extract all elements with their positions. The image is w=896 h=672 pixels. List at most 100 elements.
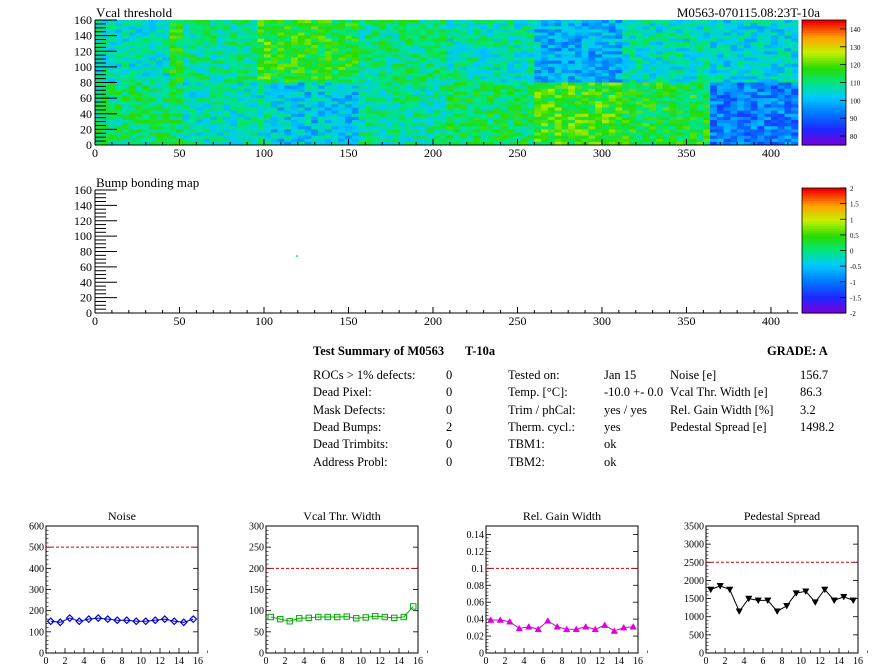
plot0-x-tick-label: 2: [63, 656, 68, 667]
map1-cell: [696, 129, 704, 133]
map1-cell: [608, 48, 616, 52]
map1-cell: [311, 66, 319, 71]
map1-cell: [311, 116, 319, 121]
map1-cell: [703, 88, 711, 93]
map1-cell: [466, 23, 474, 27]
map1-cell: [608, 110, 616, 115]
map1-cell: [405, 120, 414, 124]
map1-cell: [318, 29, 326, 33]
map1-cell: [514, 107, 522, 112]
map1-cell: [338, 20, 346, 24]
map1-cell: [236, 79, 245, 83]
map1-cell: [169, 57, 177, 62]
map1-cell: [439, 141, 447, 146]
map1-cell: [514, 66, 522, 71]
map1-cell: [358, 126, 366, 130]
map1-cell: [676, 113, 684, 118]
map1-cell: [487, 95, 495, 99]
map1-cell: [500, 66, 508, 71]
map1-y-tick-label: 100: [74, 60, 92, 74]
map1-cell: [304, 48, 312, 52]
map1-cell: [669, 82, 677, 87]
map1-cell: [128, 110, 136, 115]
map2-x-tick-label: 400: [762, 314, 780, 328]
map1-cell: [358, 104, 366, 108]
map1-cell: [581, 126, 589, 130]
map1-cell: [439, 60, 447, 65]
map1-cell: [304, 85, 312, 90]
map1-cell: [338, 95, 346, 99]
map1-cell: [520, 45, 529, 49]
map1-cell: [412, 73, 420, 77]
map1-cell: [656, 116, 664, 121]
map1-cell: [196, 60, 204, 65]
map1-cell: [318, 41, 326, 46]
map1-cell: [473, 20, 481, 24]
map1-cell: [541, 91, 549, 96]
map1-cell: [439, 79, 447, 83]
map1-cell: [710, 110, 718, 115]
map1-cell: [399, 101, 407, 105]
map1-cell: [743, 107, 752, 112]
map1-cell: [520, 70, 529, 74]
map1-cell: [142, 29, 150, 33]
map1-cell: [615, 51, 623, 55]
map1-cell: [500, 48, 508, 52]
map1-cell: [669, 54, 677, 58]
map1-cell: [750, 38, 758, 43]
map1-cell: [419, 29, 427, 33]
map1-cell: [683, 32, 691, 37]
map1-cell: [595, 95, 603, 99]
map1-cell: [209, 116, 218, 121]
map1-cell: [142, 38, 150, 43]
map1-cell: [203, 70, 211, 74]
map1-cell: [554, 129, 562, 133]
map1-cell: [466, 20, 474, 24]
map1-cell: [432, 26, 441, 30]
map1-cell: [689, 79, 698, 83]
map1-cell: [419, 23, 427, 27]
map1-cell: [169, 23, 177, 27]
map1-cell: [656, 110, 664, 115]
map1-cell: [122, 82, 130, 87]
map1-cell: [784, 104, 792, 108]
map1-cell: [574, 129, 583, 133]
map1-cell: [318, 35, 326, 40]
map1-cell: [757, 41, 765, 46]
map1-cell: [108, 29, 116, 33]
map1-cell: [176, 66, 184, 71]
map1-cell: [453, 113, 461, 118]
map1-cell: [189, 57, 197, 62]
map1-cell: [777, 101, 785, 105]
map1-cell: [493, 79, 501, 83]
map1-cell: [487, 138, 495, 143]
map1-cell: [318, 132, 326, 137]
map1-cell: [250, 70, 258, 74]
map1-cell: [230, 63, 238, 68]
map1-cell: [209, 95, 218, 99]
map1-cell: [95, 123, 103, 127]
map1-cell: [236, 91, 245, 96]
map1-cell: [662, 79, 670, 83]
map1-cell: [223, 29, 231, 33]
map1-cell: [291, 88, 299, 93]
map1-cell: [649, 123, 657, 127]
map1-cell: [216, 91, 224, 96]
map1-cell: [750, 60, 758, 65]
map1-cell: [743, 120, 752, 124]
map1-cell: [635, 41, 643, 46]
map1-cell: [318, 23, 326, 27]
map1-cell: [351, 135, 360, 140]
map1-cell: [345, 32, 353, 37]
map1-cell: [662, 113, 670, 118]
map1-cell: [149, 116, 157, 121]
map1-cell: [182, 138, 191, 143]
map1-cell: [257, 41, 265, 46]
map2-colorbar-band: [802, 275, 846, 279]
map1-cell: [750, 51, 758, 55]
map1-cell: [270, 91, 278, 96]
map1-cell: [466, 57, 474, 62]
map1-cell: [95, 141, 103, 146]
map1-cell: [169, 138, 177, 143]
